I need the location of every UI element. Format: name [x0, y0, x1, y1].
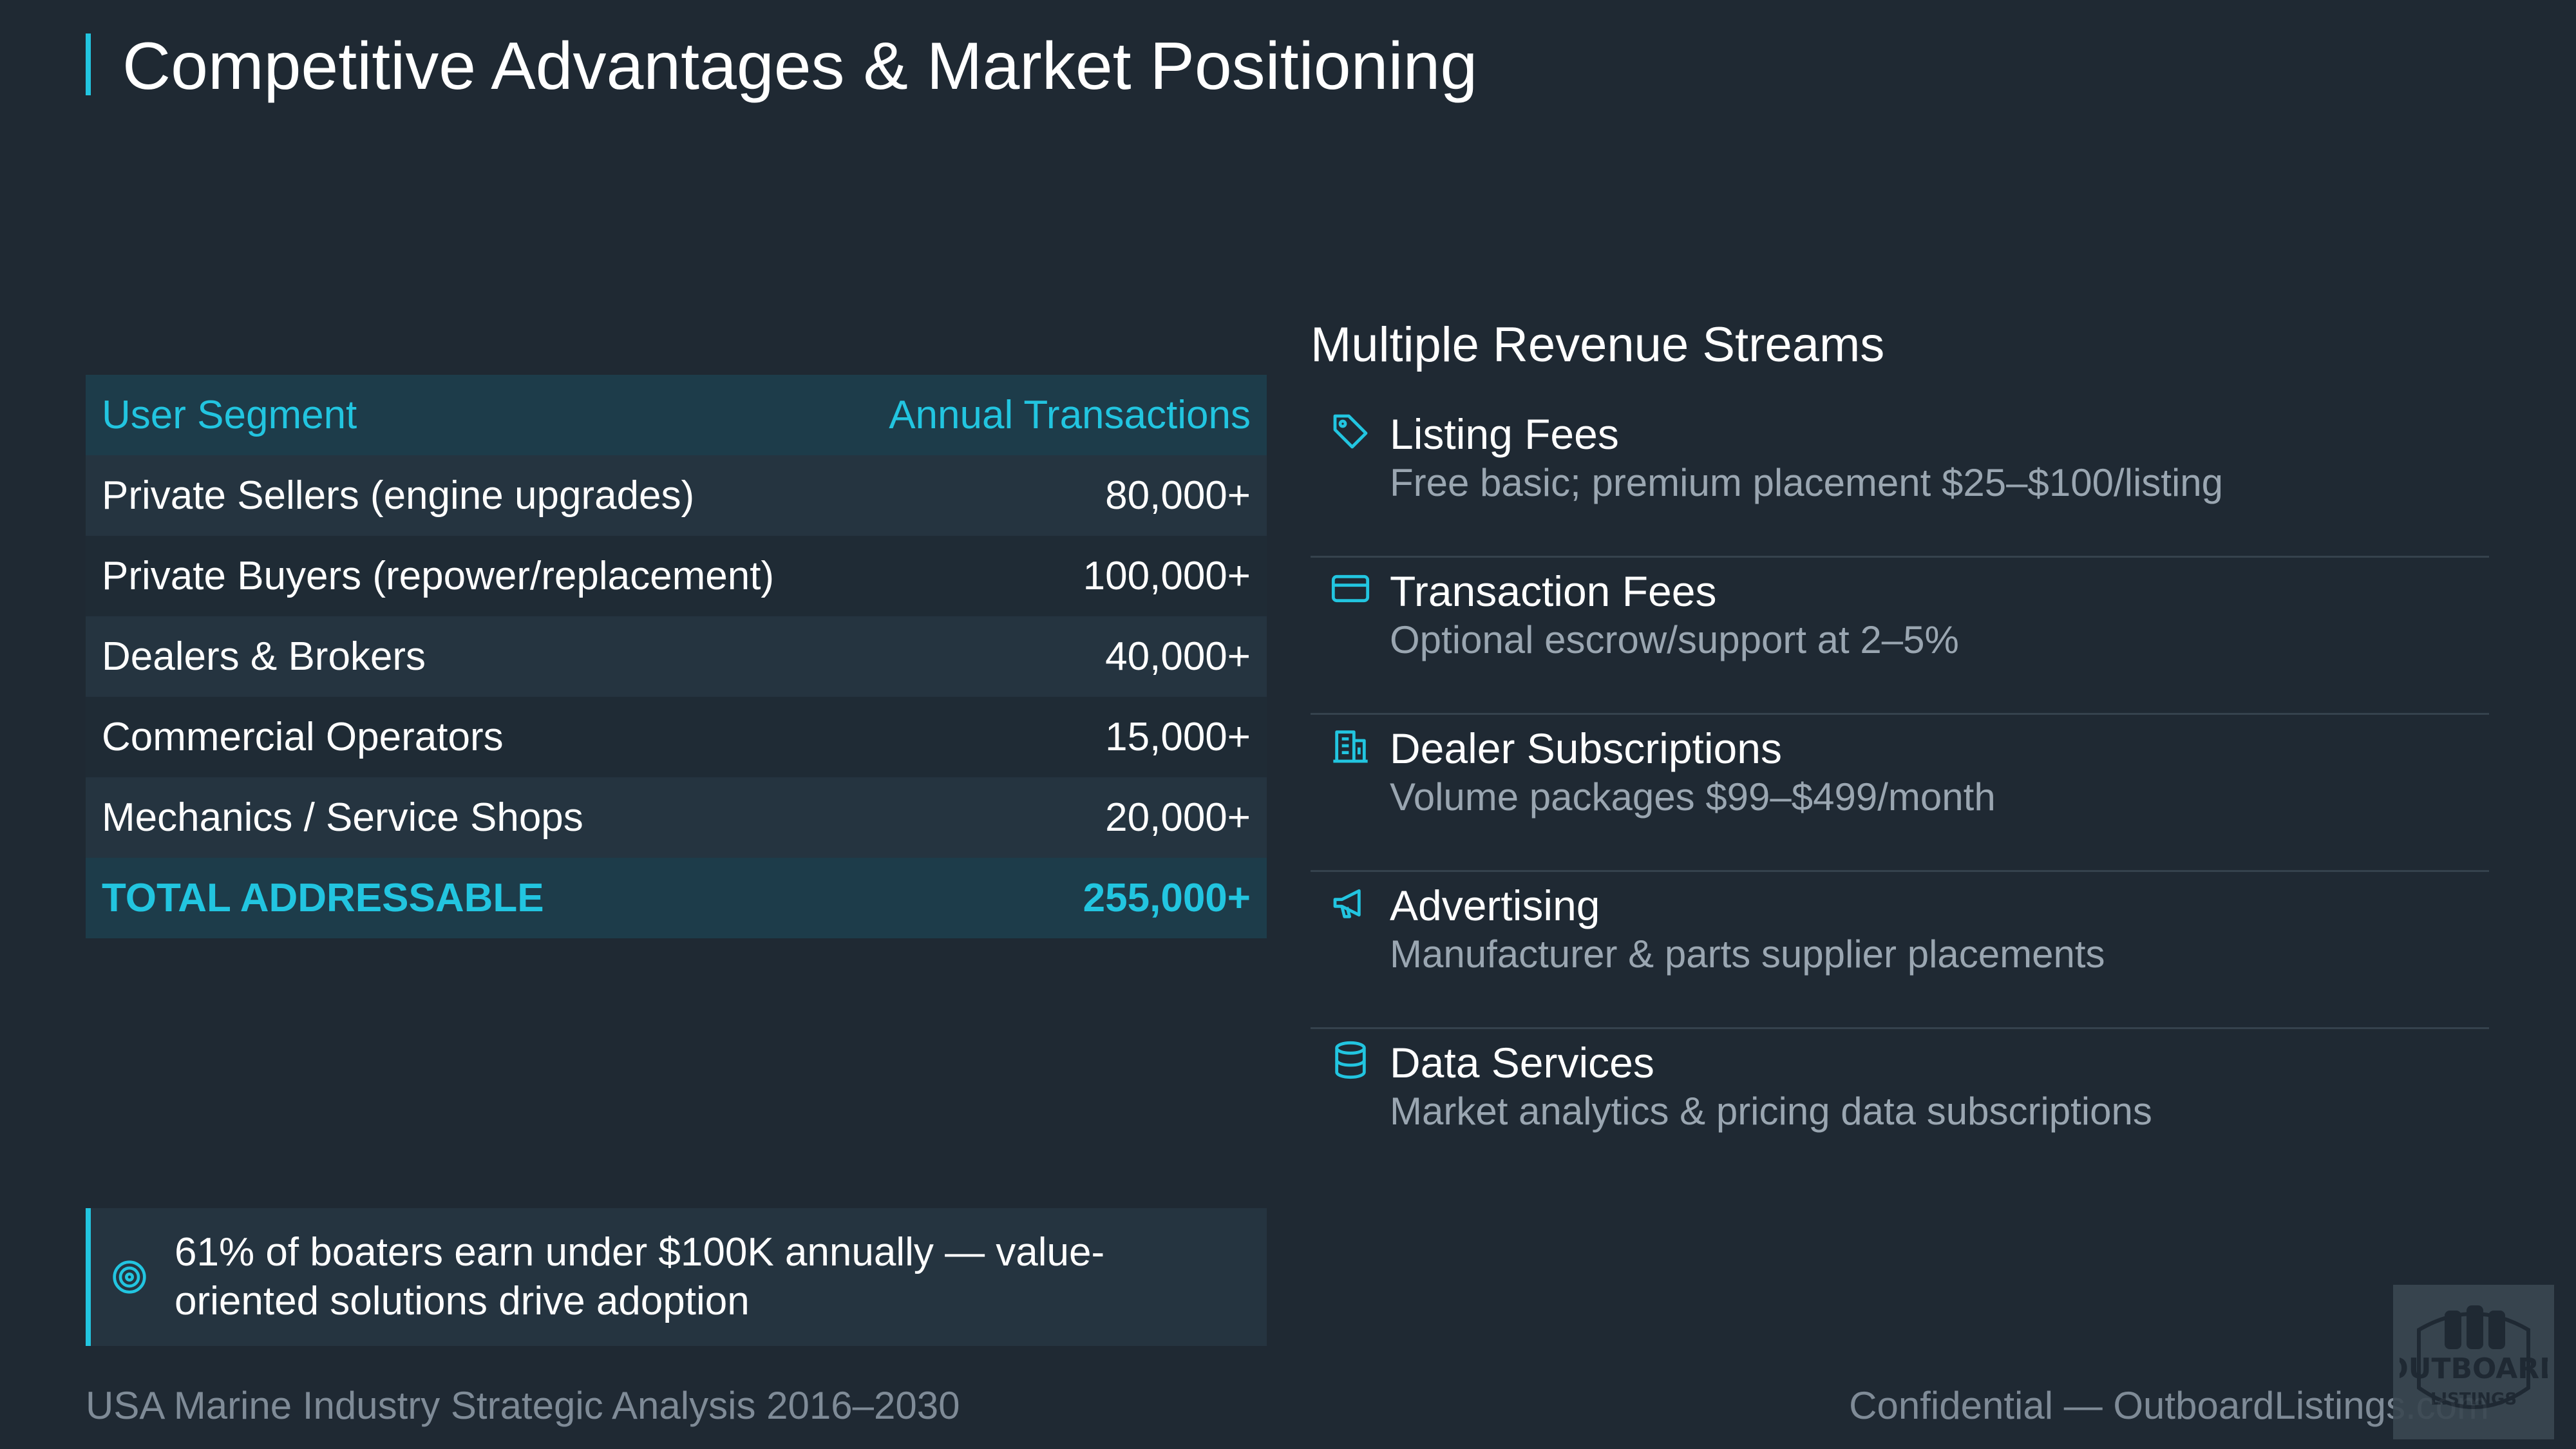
target-icon	[111, 1259, 156, 1295]
footer-left-text: USA Marine Industry Strategic Analysis 2…	[86, 1384, 960, 1427]
stream-name: Advertising	[1390, 882, 1600, 929]
table-row: Mechanics / Service Shops 20,000+	[86, 777, 1267, 858]
footer-right-text: Confidential — OutboardListings.com	[1849, 1384, 2489, 1427]
database-icon	[1330, 1039, 1371, 1081]
transactions-cell: 100,000+	[1083, 554, 1251, 598]
revenue-stream-item: Listing Fees Free basic; premium placeme…	[1311, 401, 2489, 558]
segment-cell: Private Sellers (engine upgrades)	[102, 473, 695, 518]
transactions-cell: 20,000+	[1105, 795, 1251, 840]
segment-cell: Private Buyers (repower/replacement)	[102, 554, 775, 598]
svg-text:LISTINGS: LISTINGS	[2430, 1390, 2517, 1409]
outboard-listings-logo-graphic: OUTBOARD LISTINGS	[2400, 1305, 2548, 1409]
revenue-streams-title: Multiple Revenue Streams	[1311, 317, 1885, 372]
stream-desc: Volume packages $99–$499/month	[1390, 775, 1996, 819]
revenue-stream-item: Data Services Market analytics & pricing…	[1311, 1029, 2489, 1186]
income-callout: 61% of boaters earn under $100K annually…	[86, 1208, 1267, 1346]
megaphone-icon	[1330, 882, 1371, 923]
stream-name: Data Services	[1390, 1039, 1654, 1086]
user-segment-table: User Segment Annual Transactions Private…	[86, 375, 1267, 938]
total-label: TOTAL ADDRESSABLE	[102, 876, 544, 920]
stream-desc: Free basic; premium placement $25–$100/l…	[1390, 461, 2224, 504]
outboard-listings-logo: OUTBOARD LISTINGS	[2393, 1285, 2554, 1439]
table-row: Dealers & Brokers 40,000+	[86, 616, 1267, 697]
stream-desc: Optional escrow/support at 2–5%	[1390, 618, 1959, 661]
transactions-cell: 80,000+	[1105, 473, 1251, 518]
svg-text:OUTBOARD: OUTBOARD	[2400, 1352, 2548, 1385]
total-value: 255,000+	[1083, 876, 1251, 920]
tag-icon	[1330, 411, 1371, 452]
table-row: Private Buyers (repower/replacement) 100…	[86, 536, 1267, 616]
column-header-segment: User Segment	[102, 393, 357, 437]
table-row: Private Sellers (engine upgrades) 80,000…	[86, 455, 1267, 536]
transactions-cell: 15,000+	[1105, 715, 1251, 759]
stream-desc: Manufacturer & parts supplier placements	[1390, 933, 2105, 976]
stream-name: Transaction Fees	[1390, 567, 1717, 615]
segment-cell: Mechanics / Service Shops	[102, 795, 583, 840]
revenue-stream-item: Advertising Manufacturer & parts supplie…	[1311, 872, 2489, 1029]
stream-name: Dealer Subscriptions	[1390, 724, 1782, 772]
stream-name: Listing Fees	[1390, 410, 1619, 458]
credit-card-icon	[1330, 568, 1371, 609]
page-title: Competitive Advantages & Market Position…	[122, 29, 1478, 104]
table-row: Commercial Operators 15,000+	[86, 697, 1267, 777]
callout-text: 61% of boaters earn under $100K annually…	[175, 1230, 1105, 1323]
stream-desc: Market analytics & pricing data subscrip…	[1390, 1090, 2152, 1133]
table-total-row: TOTAL ADDRESSABLE 255,000+	[86, 858, 1267, 938]
segment-cell: Commercial Operators	[102, 715, 504, 759]
column-header-transactions: Annual Transactions	[889, 393, 1251, 437]
transactions-cell: 40,000+	[1105, 634, 1251, 679]
table-header-row: User Segment Annual Transactions	[86, 375, 1267, 455]
revenue-streams-list: Listing Fees Free basic; premium placeme…	[1311, 401, 2489, 1186]
revenue-stream-item: Transaction Fees Optional escrow/support…	[1311, 558, 2489, 715]
revenue-stream-item: Dealer Subscriptions Volume packages $99…	[1311, 715, 2489, 872]
building-icon	[1330, 725, 1371, 766]
segment-cell: Dealers & Brokers	[102, 634, 426, 679]
title-accent-bar	[86, 33, 91, 95]
